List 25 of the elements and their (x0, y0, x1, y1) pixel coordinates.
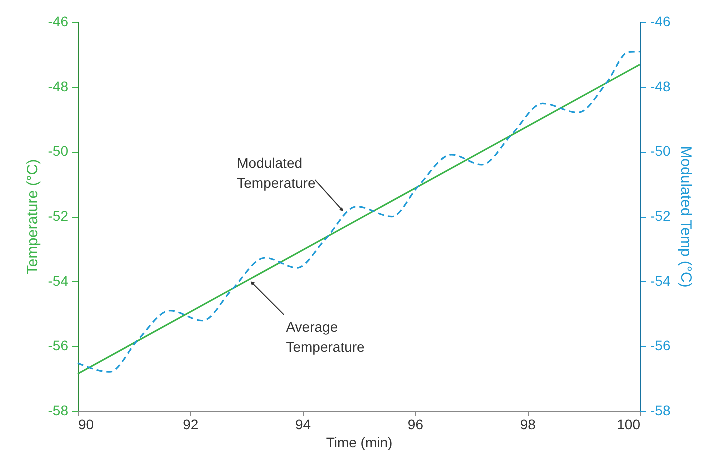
x-axis-title: Time (min) (326, 434, 393, 450)
y2-tick-label: -52 (650, 208, 671, 224)
y2-tick-label: -48 (650, 78, 671, 94)
y2-tick-label: -56 (650, 338, 671, 354)
y2-tick-label: -58 (650, 402, 671, 418)
y2-axis-title: Modulated Temp (°C) (678, 146, 695, 288)
y2-tick-label: -46 (650, 14, 671, 30)
x-tick-label: 98 (520, 416, 536, 432)
y-tick-label: -52 (48, 208, 69, 224)
x-tick-label: 94 (296, 416, 312, 432)
x-tick-label: 96 (408, 416, 424, 432)
x-tick-label: 100 (617, 416, 641, 432)
x-tick-label: 92 (183, 416, 199, 432)
y2-tick-label: -54 (650, 272, 671, 289)
annotation: Average Temperature (286, 318, 366, 355)
y-tick-label: -54 (48, 272, 69, 289)
x-tick-label: 90 (78, 416, 94, 432)
y-tick-label: -50 (48, 143, 69, 160)
y-tick-label: -56 (48, 338, 69, 354)
annotation: Modulated Temperature (237, 155, 316, 192)
y2-tick-label: -50 (650, 143, 671, 160)
y-axis-title: Temperature (°C) (24, 159, 42, 275)
y-tick-label: -58 (48, 402, 69, 418)
y-tick-label: -46 (48, 14, 69, 30)
y-tick-label: -48 (48, 78, 69, 94)
